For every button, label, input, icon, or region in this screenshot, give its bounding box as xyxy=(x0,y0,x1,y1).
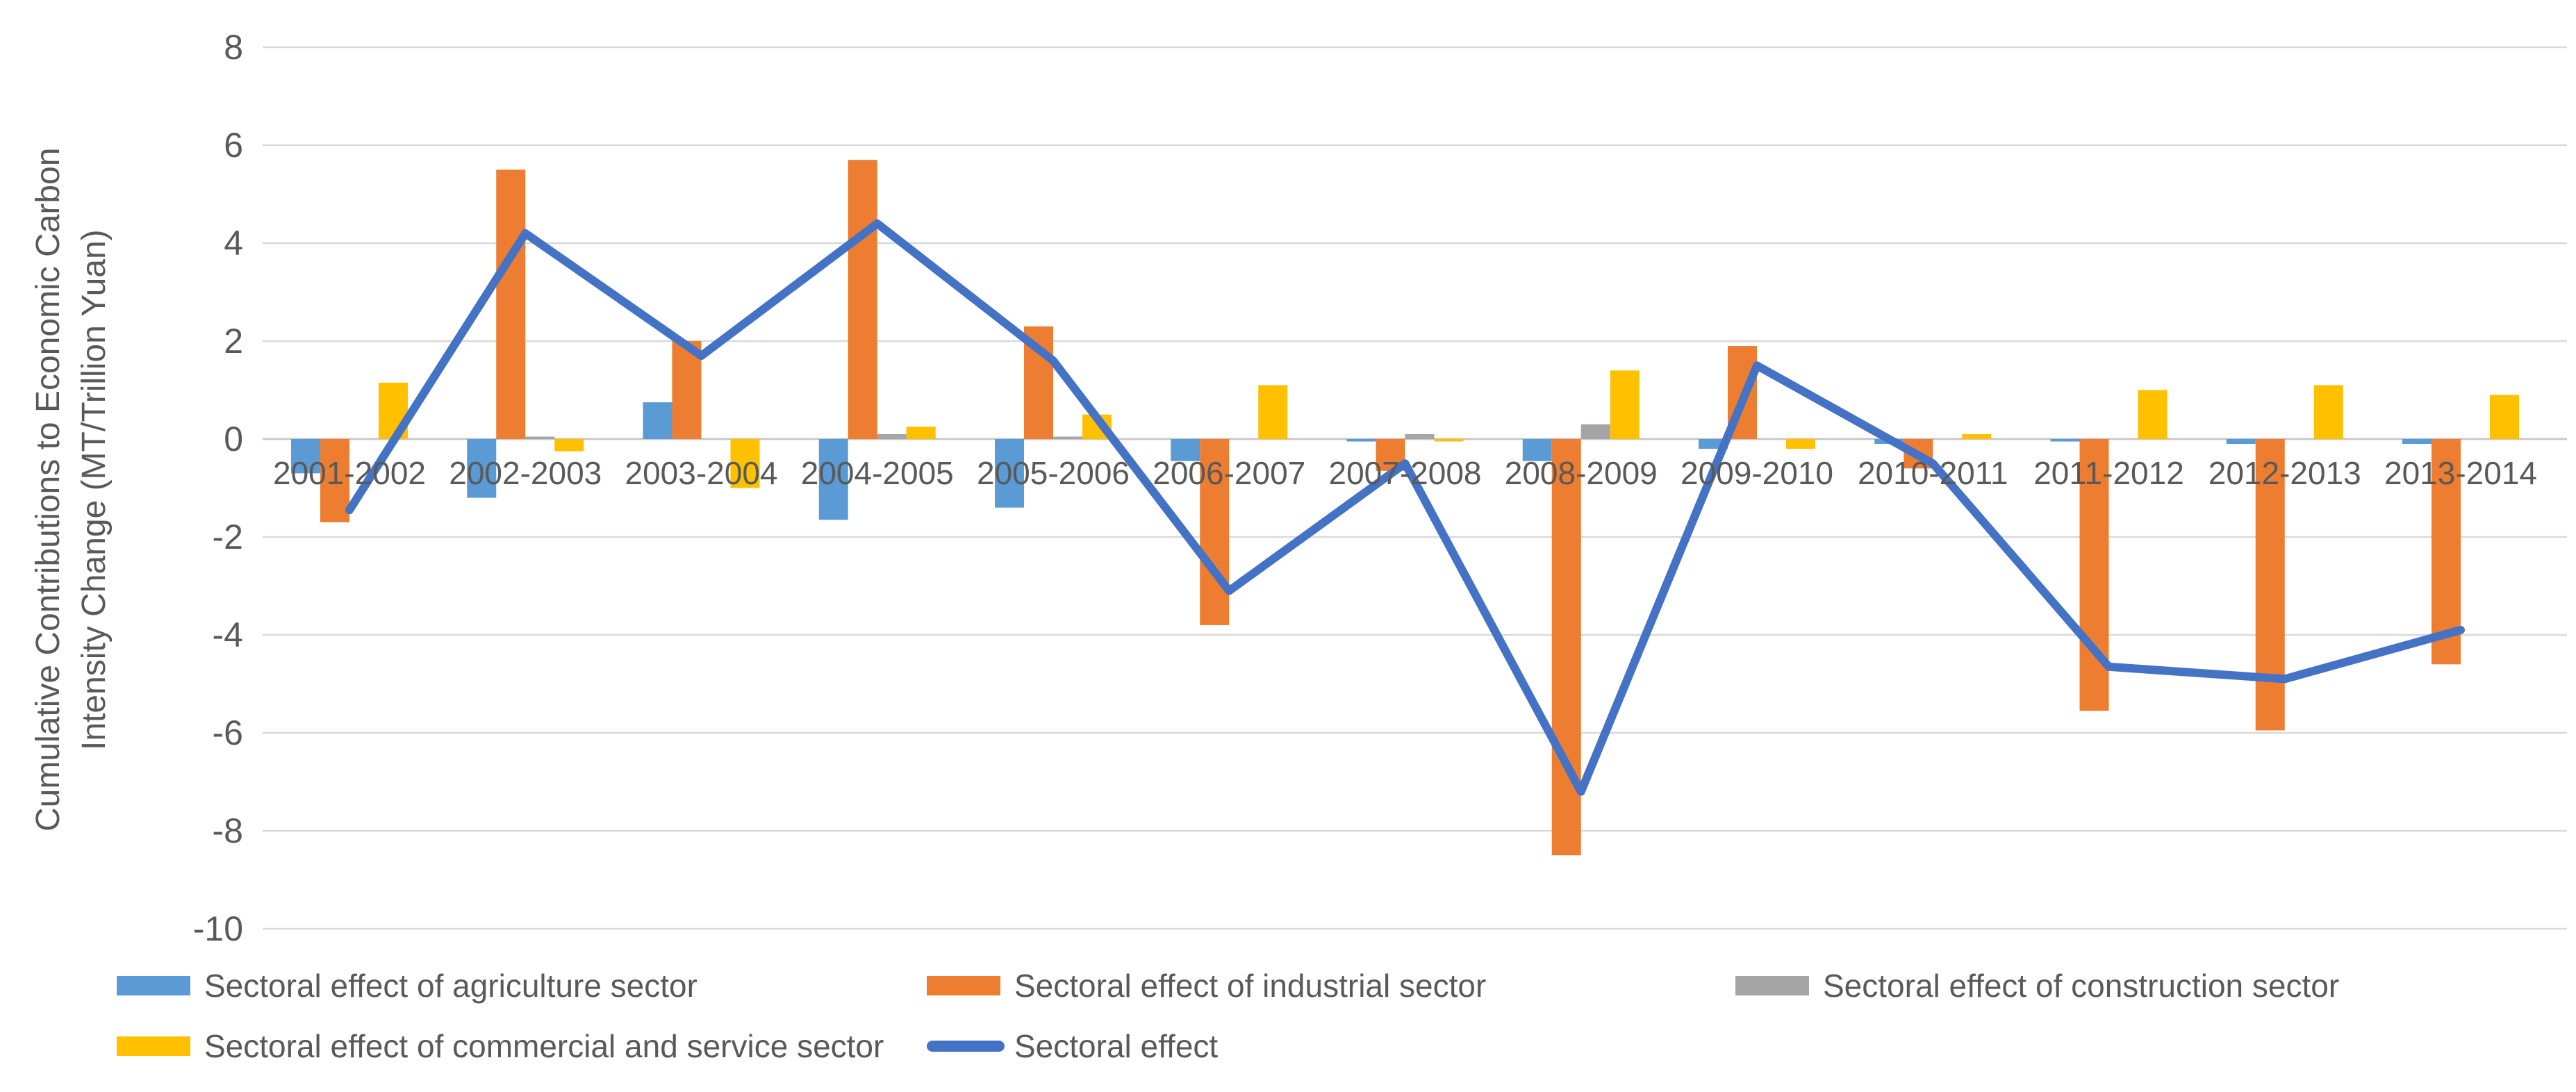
bar xyxy=(467,439,497,498)
legend-item-series-1: Sectoral effect of agriculture sector xyxy=(117,967,697,1004)
bar xyxy=(1786,439,1815,449)
x-axis-label: 2009-2010 xyxy=(1681,455,1833,491)
bar xyxy=(1962,433,1992,439)
bar xyxy=(848,160,877,439)
y-axis-label: 6 xyxy=(224,126,243,165)
bar-series-2 xyxy=(320,160,2461,856)
legend-swatch xyxy=(117,1036,190,1056)
bar xyxy=(995,439,1024,508)
bar xyxy=(496,169,526,439)
x-axis-label: 2003-2004 xyxy=(625,455,778,491)
x-axis-label: 2010-2011 xyxy=(1857,455,2008,491)
bar xyxy=(877,433,907,439)
x-axis-label: 2013-2014 xyxy=(2384,455,2537,491)
bar xyxy=(1405,433,1435,439)
x-axis-label: 2005-2006 xyxy=(977,455,1130,491)
legend-line-marker xyxy=(927,1041,1005,1052)
x-axis-label: 2001-2002 xyxy=(273,455,426,491)
bar xyxy=(730,439,760,488)
bar xyxy=(2402,439,2431,445)
bar xyxy=(2050,439,2080,442)
y-axis-title-line2: Intensity Change (MT/Trillion Yuan) xyxy=(76,229,113,750)
y-axis-label: 0 xyxy=(224,420,243,458)
bar xyxy=(1434,439,1464,442)
y-axis-label: -10 xyxy=(192,909,243,948)
legend-label: Sectoral effect of industrial sector xyxy=(1014,968,1487,1004)
bar xyxy=(1522,439,1552,461)
y-axis-label: 8 xyxy=(224,28,243,67)
legend-swatch xyxy=(927,976,1000,995)
y-axis-label: 4 xyxy=(224,224,243,263)
x-axis-label: 2006-2007 xyxy=(1153,455,1306,491)
bar-series-3 xyxy=(525,424,1610,439)
x-axis-label: 2012-2013 xyxy=(2208,455,2361,491)
bar xyxy=(2490,395,2519,439)
bar xyxy=(643,402,672,439)
bar xyxy=(2226,439,2256,445)
bar-series-1 xyxy=(291,402,2431,520)
y-axis-label: -2 xyxy=(212,518,243,556)
x-axis-label: 2008-2009 xyxy=(1504,455,1658,491)
x-axis-label: 2002-2003 xyxy=(449,455,602,491)
x-axis-label: 2007-2008 xyxy=(1328,455,1482,491)
legend-label: Sectoral effect of construction sector xyxy=(1823,968,2340,1004)
bar xyxy=(1171,439,1200,461)
bar xyxy=(1258,385,1288,439)
bar xyxy=(291,439,320,474)
bar xyxy=(2431,439,2461,665)
line-series-sectoral-effect xyxy=(345,219,2465,796)
legend-swatch xyxy=(117,976,190,995)
bar xyxy=(1200,439,1230,625)
x-axis-label: 2004-2005 xyxy=(800,455,954,491)
bar xyxy=(525,436,555,439)
bar xyxy=(2313,385,2343,439)
legend-item-series-2: Sectoral effect of industrial sector xyxy=(927,967,1486,1004)
bar xyxy=(906,427,936,439)
legend-item-series-3: Sectoral effect of construction sector xyxy=(1735,967,2339,1004)
sectoral-effect-line xyxy=(345,219,2465,796)
bar xyxy=(1551,439,1581,856)
bar-series-group xyxy=(291,160,2519,856)
y-axis-title-line1: Cumulative Contributions to Economic Car… xyxy=(30,147,67,832)
bar xyxy=(1053,436,1082,439)
bar xyxy=(2138,390,2168,439)
y-axis-label: -4 xyxy=(212,615,243,654)
legend-label: Sectoral effect xyxy=(1014,1028,1219,1064)
bar xyxy=(320,439,349,522)
legend-item-sectoral-effect: Sectoral effect xyxy=(927,1027,1218,1065)
y-axis-label: -8 xyxy=(212,811,243,850)
legend-swatch xyxy=(1735,976,1809,995)
bar xyxy=(1346,439,1376,442)
y-axis-label: 2 xyxy=(224,322,243,361)
bar xyxy=(818,439,848,520)
y-axis-label: -6 xyxy=(212,713,243,752)
legend-label: Sectoral effect of agriculture sector xyxy=(204,968,697,1004)
bar xyxy=(1580,424,1610,439)
bar xyxy=(1610,370,1640,439)
legend-label: Sectoral effect of commercial and servic… xyxy=(204,1028,884,1064)
bar xyxy=(554,439,584,452)
legend-item-series-4: Sectoral effect of commercial and servic… xyxy=(117,1027,884,1065)
x-axis-label: 2011-2012 xyxy=(2033,455,2184,491)
